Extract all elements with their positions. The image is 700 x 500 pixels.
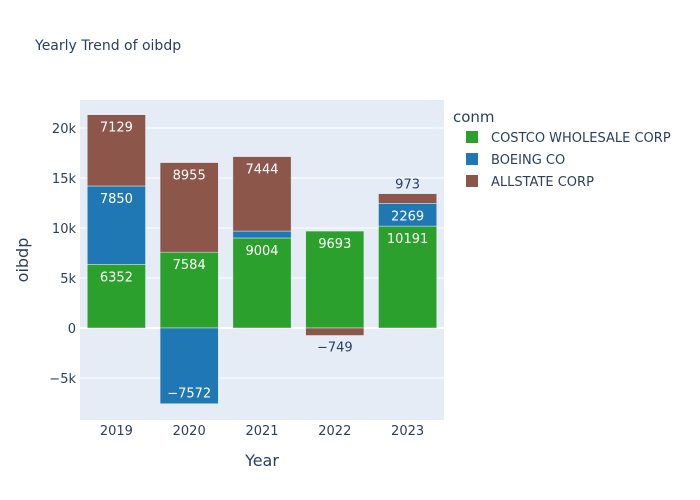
- bar-value-label: 7444: [245, 163, 278, 178]
- bar-segment: [87, 264, 146, 329]
- bar-segment: [159, 327, 219, 404]
- bar-value-label: −7572: [167, 387, 211, 402]
- x-tick-label: 2019: [100, 424, 133, 439]
- chart-title: Yearly Trend of oibdp: [34, 38, 181, 54]
- bar-segment: [378, 225, 437, 329]
- bar-segment: [87, 114, 146, 187]
- bar-segment: [232, 237, 292, 329]
- y-axis-ticks: −5k 0 5k 10k 15k 20k: [49, 122, 76, 387]
- bar-value-label: −749: [317, 340, 353, 355]
- y-tick-label: −5k: [49, 372, 76, 387]
- bar-value-label: 7129: [100, 121, 133, 136]
- x-tick-label: 2022: [318, 424, 351, 439]
- x-tick-label: 2020: [173, 424, 206, 439]
- legend-item-label[interactable]: COSTCO WHOLESALE CORP: [491, 131, 671, 146]
- bar-value-label: 6352: [100, 270, 133, 285]
- x-tick-label: 2023: [391, 424, 424, 439]
- bar-value-label: 9693: [318, 237, 351, 252]
- y-tick-label: 20k: [52, 122, 77, 137]
- legend-swatch[interactable]: [466, 153, 478, 165]
- bar-value-label: 7850: [100, 192, 133, 207]
- bar-value-label: 973: [395, 178, 420, 193]
- legend-swatch[interactable]: [466, 175, 478, 187]
- bar-value-label: 7584: [173, 258, 206, 273]
- bar-value-label: 10191: [387, 232, 428, 247]
- y-tick-label: 15k: [52, 172, 77, 187]
- bar-segment: [159, 162, 219, 253]
- bar-value-label: 9004: [245, 244, 278, 259]
- legend-swatch[interactable]: [466, 131, 478, 143]
- bar-labels: 6352 7584 9004 9693 10191 7850 −7572 2269 7129 89…: [100, 121, 428, 402]
- y-tick-label: 0: [68, 322, 76, 337]
- legend: conm COSTCO WHOLESALE CORP BOEING CO ALLST…: [453, 108, 671, 190]
- legend-item-label[interactable]: ALLSTATE CORP: [491, 175, 594, 190]
- bar-segment: [232, 156, 292, 232]
- y-tick-label: 5k: [60, 272, 76, 287]
- y-tick-label: 10k: [52, 222, 77, 237]
- bar-segment: [87, 185, 146, 265]
- bars: [87, 114, 437, 404]
- y-axis-title: oibdp: [13, 238, 32, 283]
- x-axis-ticks: 2019 2020 2021 2022 2023: [100, 424, 424, 439]
- x-axis-title: Year: [244, 451, 279, 470]
- bar-segment: [232, 230, 292, 239]
- x-tick-label: 2021: [245, 424, 278, 439]
- bar-value-label: 2269: [391, 209, 424, 224]
- bar-value-label: 8955: [173, 169, 206, 184]
- legend-item-label[interactable]: BOEING CO: [491, 153, 565, 168]
- bar-segment: [378, 193, 437, 204]
- legend-title: conm: [453, 108, 495, 126]
- bar-segment: [305, 327, 365, 336]
